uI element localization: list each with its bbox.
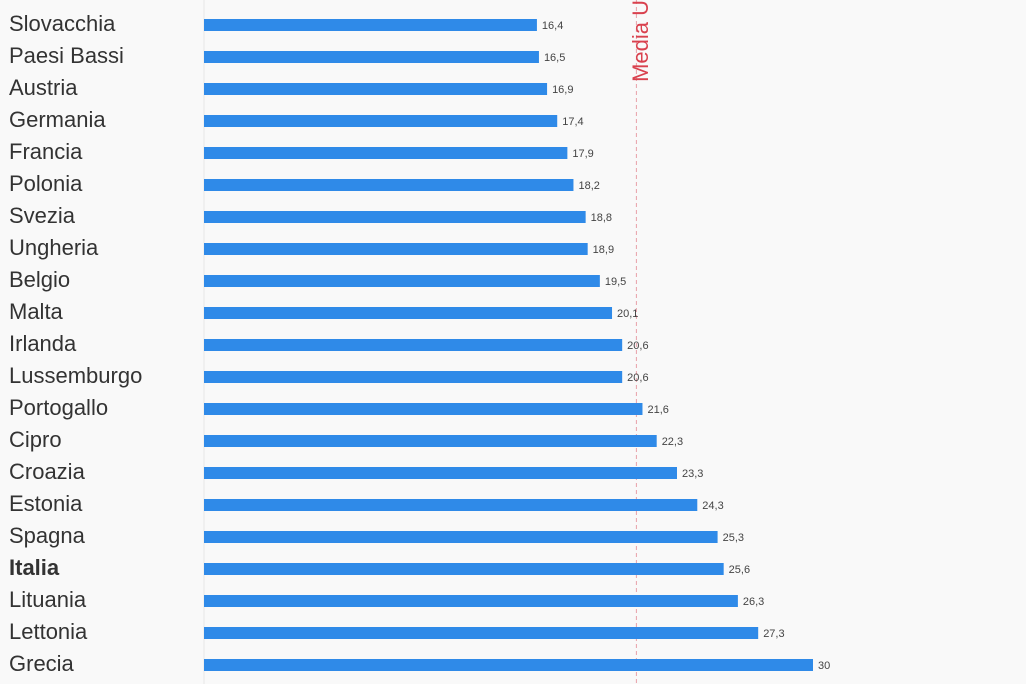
bar (204, 499, 698, 511)
value-label: 23,3 (682, 468, 703, 480)
category-label: Germania (9, 107, 106, 132)
value-label: 25,3 (723, 532, 744, 544)
category-label: Austria (9, 75, 78, 100)
bar (204, 435, 657, 447)
value-label: 26,3 (743, 596, 764, 608)
value-label: 18,9 (593, 244, 614, 256)
category-label: Croazia (9, 459, 86, 484)
category-label: Svezia (9, 203, 76, 228)
bar (204, 211, 586, 223)
category-label: Polonia (9, 171, 83, 196)
category-label: Danimarca (9, 0, 116, 4)
bar (204, 595, 738, 607)
value-label: 17,9 (572, 148, 593, 160)
bar (204, 371, 623, 383)
value-label: 22,3 (662, 436, 683, 448)
category-label: Cipro (9, 427, 62, 452)
value-label: 20,6 (627, 372, 648, 384)
bar (204, 659, 813, 671)
value-label: 30 (818, 660, 830, 672)
value-label: 18,2 (578, 180, 599, 192)
value-label: 19,5 (605, 276, 626, 288)
value-label: 16,9 (552, 84, 573, 96)
value-label: 16,4 (542, 20, 563, 32)
value-label: 18,8 (591, 212, 612, 224)
value-label: 27,3 (763, 628, 784, 640)
bar (204, 339, 623, 351)
bar (204, 627, 759, 639)
value-label: 21,6 (647, 404, 668, 416)
category-label: Italia (9, 555, 60, 580)
category-label: Estonia (9, 491, 83, 516)
bar (204, 467, 677, 479)
reference-label: Media U (628, 0, 653, 82)
bar (204, 51, 539, 63)
bar (204, 531, 718, 543)
bar (204, 403, 643, 415)
bar (204, 115, 558, 127)
value-label: 20,1 (617, 308, 638, 320)
bar (204, 179, 574, 191)
category-label: Portogallo (9, 395, 108, 420)
bar (204, 563, 724, 575)
category-label: Malta (9, 299, 64, 324)
category-label: Spagna (9, 523, 86, 548)
category-label: Belgio (9, 267, 70, 292)
value-label: 24,3 (702, 500, 723, 512)
bar (204, 147, 568, 159)
category-label: Grecia (9, 651, 75, 676)
bar (204, 243, 588, 255)
bar (204, 19, 537, 31)
category-label: Lituania (9, 587, 87, 612)
value-label: 20,6 (627, 340, 648, 352)
bar (204, 307, 613, 319)
category-label: Lettonia (9, 619, 88, 644)
category-label: Francia (9, 139, 83, 164)
bar (204, 275, 600, 287)
value-label: 25,6 (729, 564, 750, 576)
bar (204, 83, 548, 95)
value-label: 16,5 (544, 52, 565, 64)
category-label: Paesi Bassi (9, 43, 124, 68)
category-label: Ungheria (9, 235, 99, 260)
category-label: Lussemburgo (9, 363, 142, 388)
category-label: Slovacchia (9, 11, 116, 36)
category-label: Irlanda (9, 331, 77, 356)
value-label: 17,4 (562, 116, 583, 128)
